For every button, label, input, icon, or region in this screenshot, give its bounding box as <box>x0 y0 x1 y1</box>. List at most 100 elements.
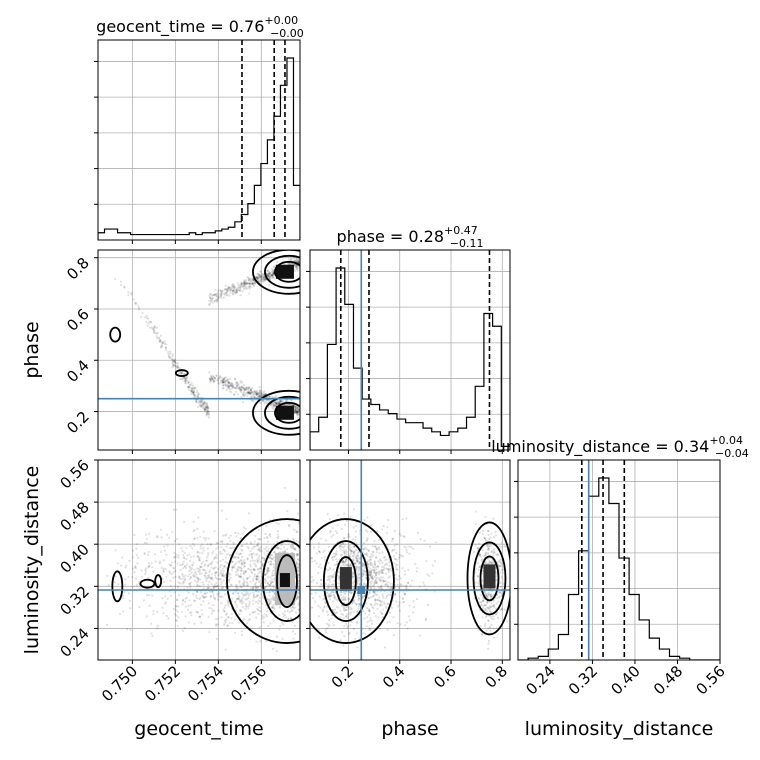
sample-point <box>289 545 293 549</box>
sample-point <box>126 628 129 631</box>
sample-point <box>123 286 126 289</box>
sample-point <box>253 582 257 586</box>
sample-point <box>140 315 143 319</box>
sample-point <box>220 571 223 574</box>
histogram-geocent_time <box>98 57 300 240</box>
sample-point <box>492 548 496 551</box>
sample-point <box>261 557 264 560</box>
sample-point <box>478 553 481 556</box>
sample-point <box>229 288 232 291</box>
sample-point <box>356 609 359 613</box>
sample-point <box>226 378 229 381</box>
sample-point <box>335 611 339 614</box>
sample-point <box>255 578 258 581</box>
sample-point <box>200 609 203 612</box>
sample-point <box>373 566 376 569</box>
sample-point <box>272 405 275 408</box>
sample-point <box>122 597 125 600</box>
sample-point <box>342 644 345 647</box>
sample-point <box>196 567 199 570</box>
sample-point <box>227 386 231 389</box>
sample-point <box>256 276 259 279</box>
sample-point <box>481 529 485 533</box>
sample-point <box>488 626 492 630</box>
sample-point <box>386 602 389 605</box>
sample-point <box>240 602 243 605</box>
sample-point <box>382 569 385 572</box>
truth-marker <box>357 586 366 594</box>
sample-point <box>190 547 194 550</box>
sample-point <box>230 382 234 385</box>
sample-point <box>256 561 260 564</box>
sample-point <box>347 598 350 601</box>
sample-point <box>262 392 265 395</box>
sample-point <box>495 627 498 630</box>
sample-point <box>295 264 298 267</box>
sample-point <box>176 599 179 602</box>
sample-point <box>253 610 257 613</box>
sample-point <box>216 291 219 294</box>
sample-point <box>267 600 270 603</box>
sample-point <box>249 580 252 583</box>
sample-point <box>250 390 253 394</box>
sample-point <box>255 578 258 581</box>
sample-point <box>181 603 184 606</box>
sample-point <box>207 615 210 618</box>
sample-point <box>418 585 421 588</box>
sample-point <box>226 602 229 605</box>
sample-point <box>380 570 383 573</box>
sample-point <box>393 544 396 548</box>
sample-point <box>267 570 270 573</box>
sample-point <box>223 379 226 382</box>
sample-point <box>183 372 186 375</box>
sample-point <box>224 648 227 651</box>
sample-point <box>221 567 224 570</box>
sample-point <box>340 553 344 556</box>
sample-point <box>476 546 479 550</box>
sample-point <box>292 606 295 609</box>
sample-point <box>242 573 246 576</box>
sample-point <box>236 573 239 576</box>
sample-point <box>296 406 299 409</box>
sample-point <box>174 365 177 368</box>
sample-point <box>490 593 493 596</box>
sample-point <box>273 598 276 602</box>
sample-point <box>199 591 202 594</box>
sample-point <box>367 549 370 552</box>
sample-point <box>408 552 411 555</box>
sample-point <box>149 320 153 324</box>
sample-point <box>296 553 299 556</box>
sample-point <box>491 549 494 553</box>
sample-point <box>254 553 258 556</box>
sample-point <box>327 623 330 626</box>
sample-point <box>217 296 220 299</box>
sample-point <box>264 578 267 581</box>
sample-point <box>260 272 263 275</box>
scatter-luminosity_distance-vs-geocent_time <box>98 486 300 653</box>
sample-point <box>260 550 263 553</box>
sample-point <box>482 599 485 603</box>
sample-point <box>183 372 186 376</box>
sample-point <box>276 401 280 404</box>
sample-point <box>114 549 117 552</box>
sample-point <box>280 621 284 624</box>
sample-point <box>156 624 159 627</box>
sample-point <box>340 612 343 616</box>
sample-point <box>189 576 193 579</box>
sample-point <box>221 573 224 576</box>
sample-point <box>251 399 254 402</box>
sample-point <box>269 583 272 586</box>
sample-point <box>143 316 147 319</box>
sample-point <box>333 579 336 582</box>
sample-point <box>243 565 246 569</box>
sample-point <box>220 296 223 300</box>
sample-point <box>297 567 300 570</box>
sample-point <box>389 582 392 585</box>
sample-point <box>232 393 236 396</box>
sample-point <box>196 394 199 398</box>
sample-point <box>476 575 480 578</box>
sample-point <box>373 569 376 572</box>
sample-point <box>337 513 340 517</box>
sample-point <box>339 616 342 619</box>
sample-point <box>266 576 270 579</box>
